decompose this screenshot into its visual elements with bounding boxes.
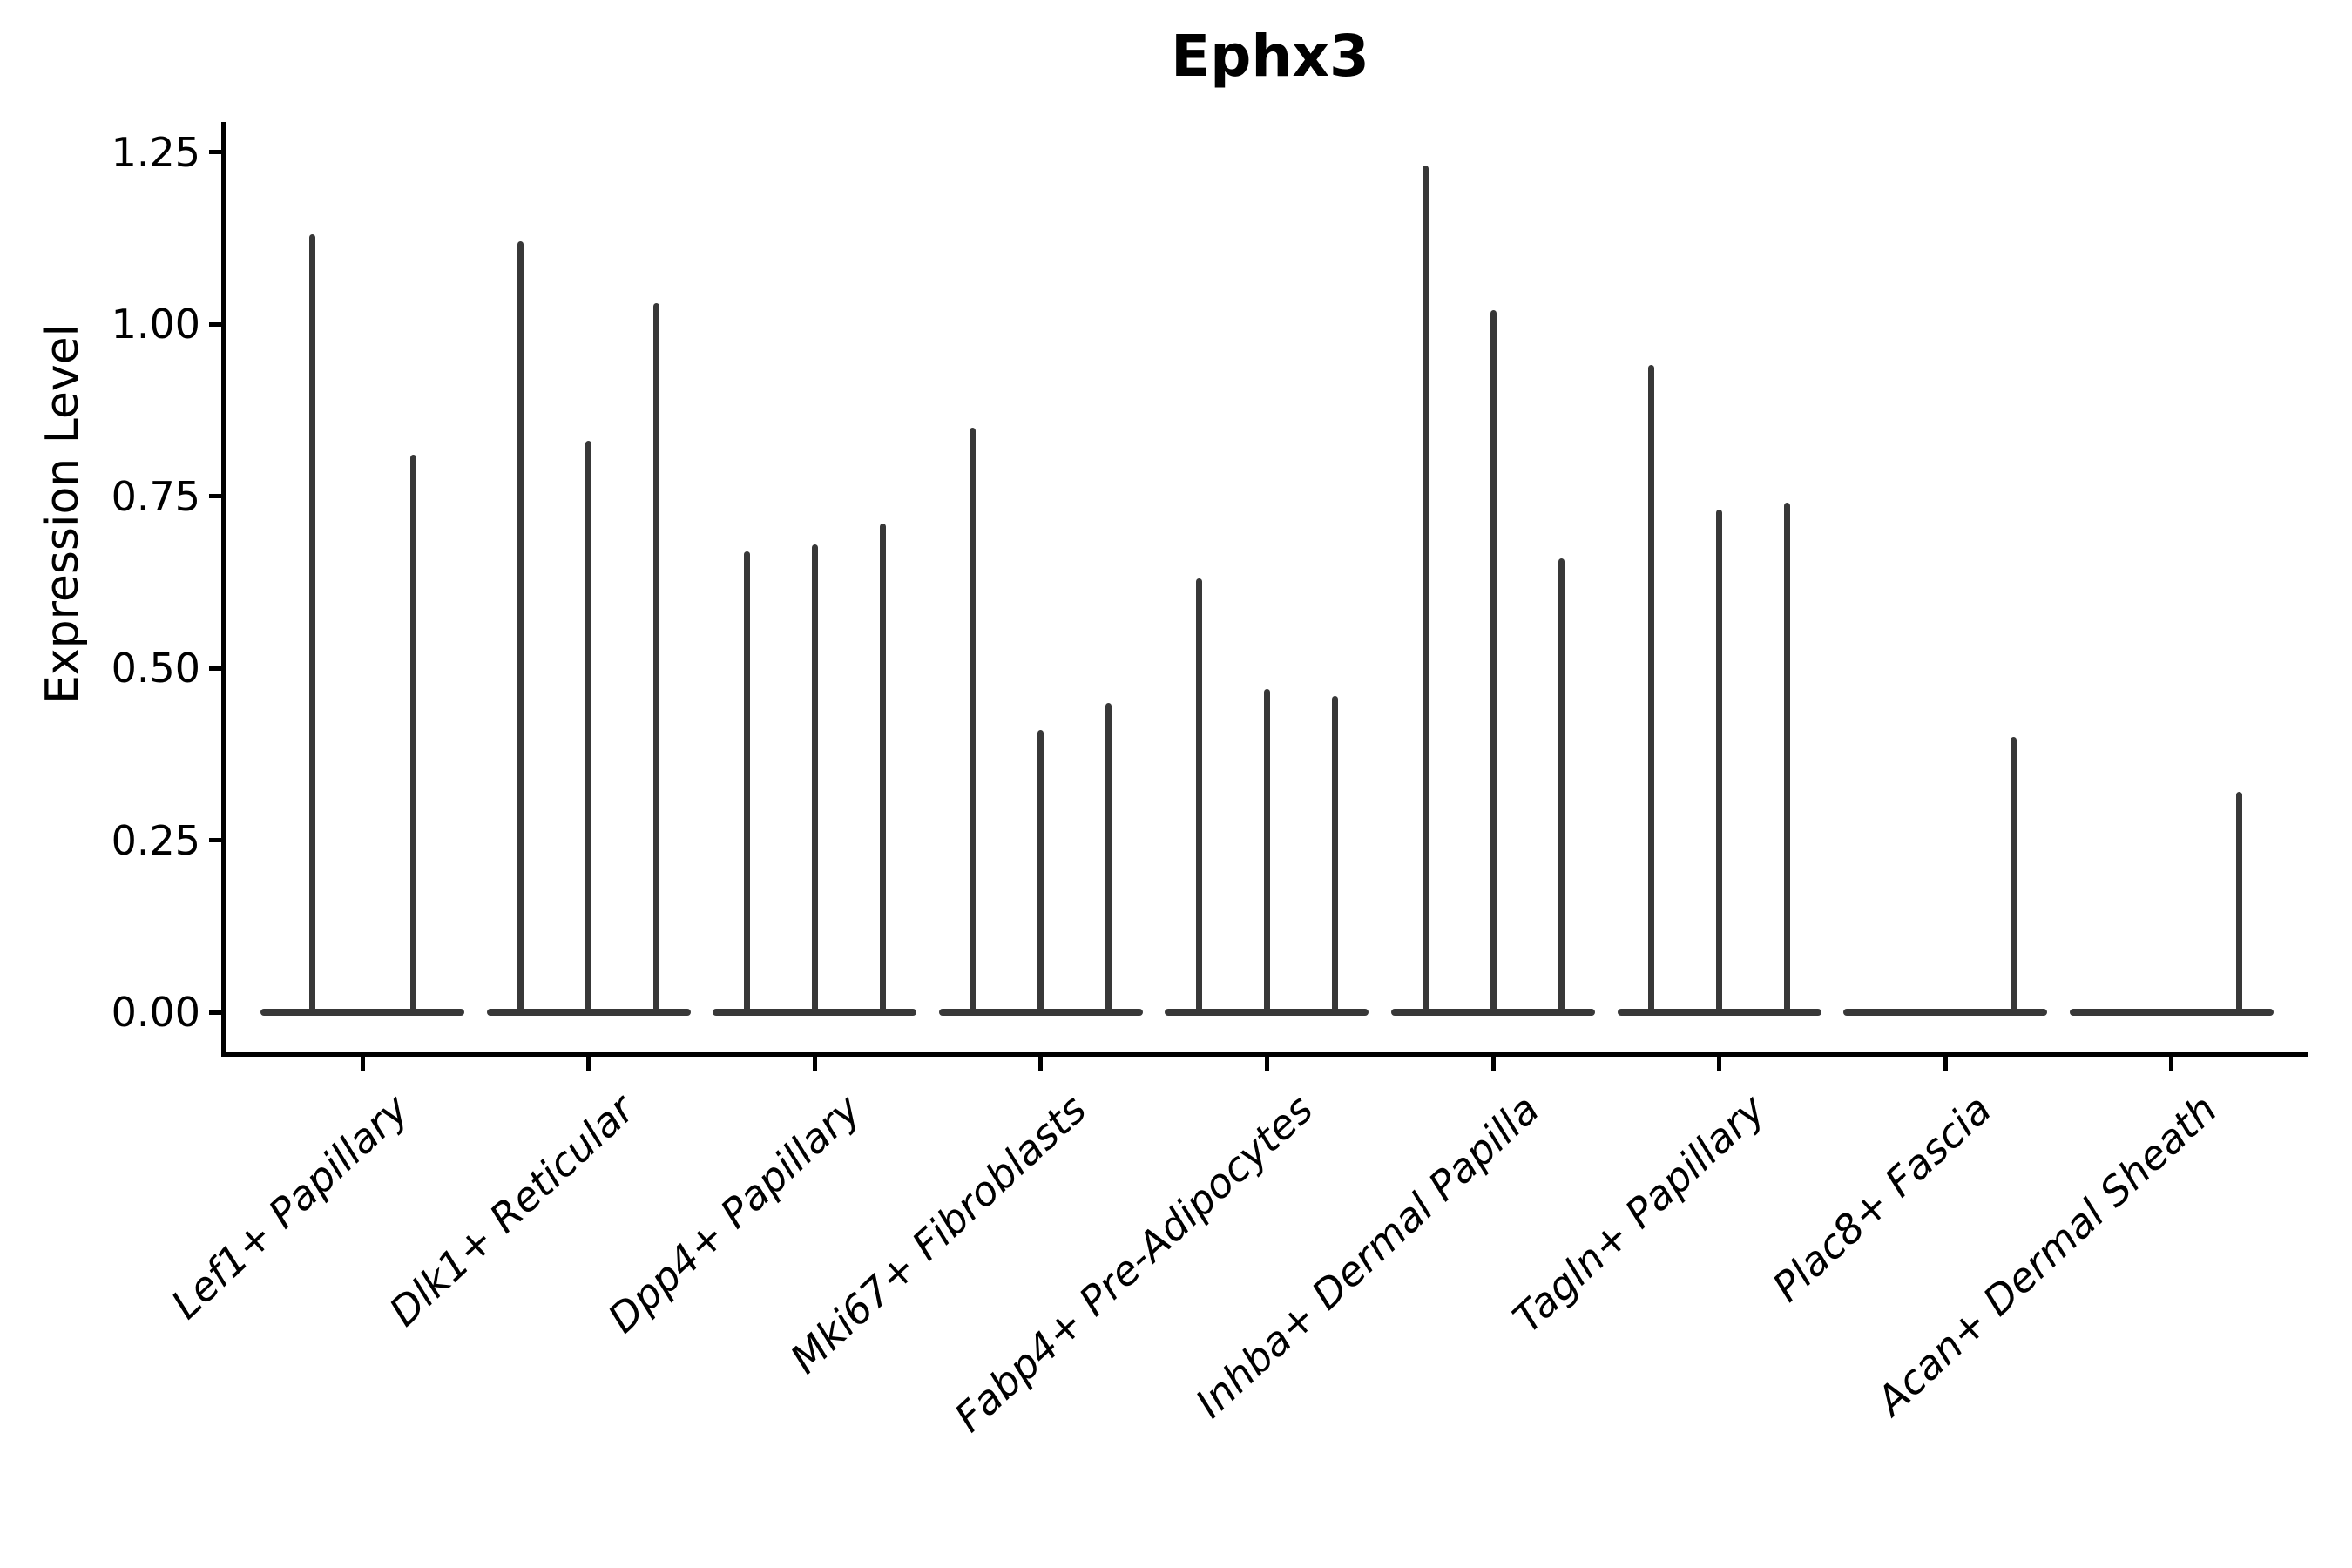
violin xyxy=(1558,558,1565,1016)
violin xyxy=(308,234,315,1016)
x-axis-spine xyxy=(221,1052,2308,1057)
violin xyxy=(970,427,977,1016)
x-tick-mark xyxy=(1490,1056,1496,1071)
y-tick-label: 0.25 xyxy=(111,816,200,864)
y-tick-label: 0.00 xyxy=(111,989,200,1036)
x-tick-label: Plac8+ Fascia xyxy=(1763,1085,2001,1311)
x-tick-mark xyxy=(2169,1056,2174,1071)
violin xyxy=(409,455,416,1016)
x-tick-mark xyxy=(1943,1056,1948,1071)
violin xyxy=(517,241,524,1016)
violin xyxy=(1331,695,1338,1016)
chart-title: Ephx3 xyxy=(1171,23,1369,90)
violin xyxy=(1648,365,1655,1016)
y-tick-mark xyxy=(209,321,223,327)
violin-baseline xyxy=(1843,1009,2048,1016)
x-tick-mark xyxy=(1717,1056,1722,1071)
violin xyxy=(1490,310,1497,1016)
violin xyxy=(1105,702,1112,1016)
violin xyxy=(743,551,750,1016)
violin xyxy=(653,303,660,1016)
violin xyxy=(585,441,592,1016)
violin xyxy=(1195,578,1202,1016)
x-tick-label: Dlk1+ Reticular xyxy=(380,1085,644,1335)
y-tick-mark xyxy=(209,494,223,498)
violin xyxy=(2236,792,2243,1016)
y-tick-label: 0.50 xyxy=(111,645,200,692)
y-tick-mark xyxy=(209,150,223,154)
x-tick-label: Lef1+ Papillary xyxy=(161,1085,417,1328)
y-tick-mark xyxy=(209,1010,223,1015)
y-tick-label: 1.00 xyxy=(111,301,200,348)
violin-baseline xyxy=(2069,1009,2274,1016)
violin xyxy=(879,524,886,1016)
violin xyxy=(1037,730,1044,1016)
violin xyxy=(1263,688,1270,1016)
violin xyxy=(2010,737,2017,1016)
x-tick-mark xyxy=(1264,1056,1269,1071)
violin xyxy=(1784,503,1791,1016)
y-tick-mark xyxy=(209,666,223,671)
y-tick-label: 0.75 xyxy=(111,472,200,520)
y-tick-mark xyxy=(209,838,223,842)
violin xyxy=(1422,166,1429,1016)
x-tick-mark xyxy=(586,1056,591,1071)
y-tick-label: 1.25 xyxy=(111,128,200,176)
x-tick-mark xyxy=(1038,1056,1044,1071)
violin xyxy=(1716,510,1723,1016)
violin xyxy=(811,544,818,1016)
x-tick-label: Tagln+ Papillary xyxy=(1504,1085,1774,1342)
x-tick-label: Fabp4+ Pre-Adipocytes xyxy=(945,1085,1322,1442)
violin-baseline xyxy=(260,1009,464,1016)
x-tick-mark xyxy=(360,1056,365,1071)
y-axis-spine xyxy=(221,122,226,1057)
x-tick-mark xyxy=(812,1056,817,1071)
